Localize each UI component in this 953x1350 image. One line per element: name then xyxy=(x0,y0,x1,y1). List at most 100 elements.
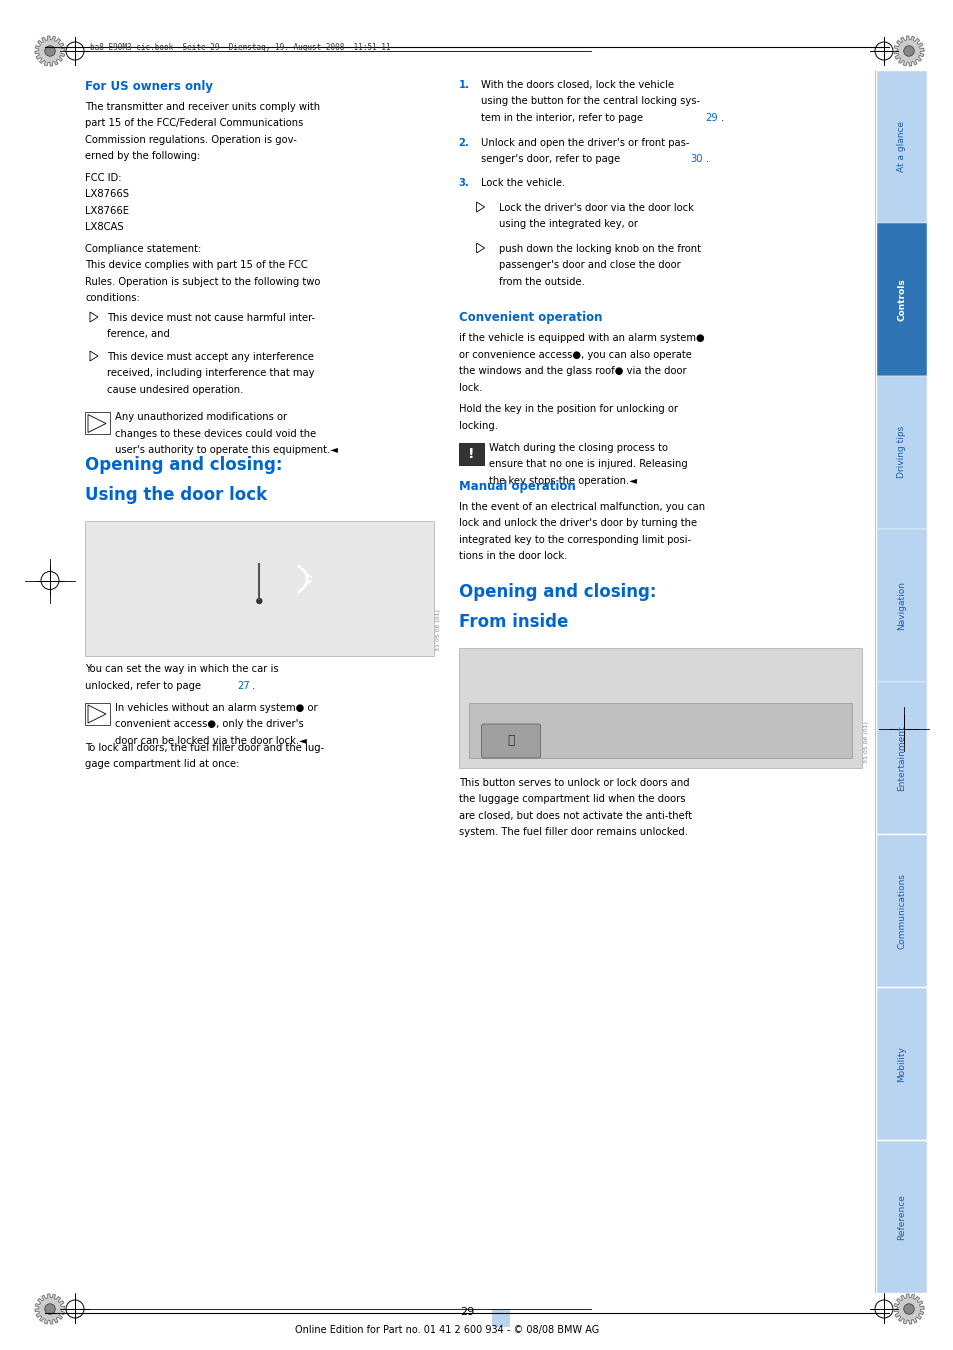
Text: Commission regulations. Operation is gov-: Commission regulations. Operation is gov… xyxy=(85,135,296,144)
Text: .: . xyxy=(705,154,708,163)
Circle shape xyxy=(45,46,55,57)
Text: LX8766S: LX8766S xyxy=(85,189,129,200)
Text: lock.: lock. xyxy=(458,383,481,393)
Bar xyxy=(876,682,926,834)
Bar xyxy=(85,413,110,435)
Text: ference, and: ference, and xyxy=(107,329,170,339)
Text: 2.: 2. xyxy=(458,138,469,147)
Text: or convenience access●, you can also operate: or convenience access●, you can also ope… xyxy=(458,350,691,360)
Text: Controls: Controls xyxy=(897,278,905,321)
Polygon shape xyxy=(35,36,65,66)
Text: conditions:: conditions: xyxy=(85,293,139,304)
Text: Hold the key in the position for unlocking or: Hold the key in the position for unlocki… xyxy=(458,405,677,414)
Text: gage compartment lid at once:: gage compartment lid at once: xyxy=(85,760,239,770)
Text: This device must not cause harmful inter-: This device must not cause harmful inter… xyxy=(107,313,314,323)
Text: ba8_E90M3_cic.book  Seite 29  Dienstag, 19. August 2008  11:51 11: ba8_E90M3_cic.book Seite 29 Dienstag, 19… xyxy=(90,43,390,53)
Text: The transmitter and receiver units comply with: The transmitter and receiver units compl… xyxy=(85,103,320,112)
Text: .: . xyxy=(252,680,255,691)
Text: from the outside.: from the outside. xyxy=(498,277,584,288)
Text: lock and unlock the driver's door by turning the: lock and unlock the driver's door by tur… xyxy=(458,518,696,528)
Text: user's authority to operate this equipment.◄: user's authority to operate this equipme… xyxy=(115,446,337,455)
Text: Driving tips: Driving tips xyxy=(897,427,905,478)
Circle shape xyxy=(256,598,261,603)
Text: Using the door lock: Using the door lock xyxy=(85,486,267,505)
Text: Unlock and open the driver's or front pas-: Unlock and open the driver's or front pa… xyxy=(480,138,688,147)
Text: In vehicles without an alarm system● or: In vehicles without an alarm system● or xyxy=(115,703,317,713)
Text: Lock the driver's door via the door lock: Lock the driver's door via the door lock xyxy=(498,202,693,213)
Text: part 15 of the FCC/Federal Communications: part 15 of the FCC/Federal Communication… xyxy=(85,119,303,128)
FancyBboxPatch shape xyxy=(481,724,540,757)
Text: passenger's door and close the door: passenger's door and close the door xyxy=(498,261,679,270)
Text: Mobility: Mobility xyxy=(897,1046,905,1081)
Text: Opening and closing:: Opening and closing: xyxy=(85,456,282,474)
Text: cause undesired operation.: cause undesired operation. xyxy=(107,385,243,396)
Text: With the doors closed, lock the vehicle: With the doors closed, lock the vehicle xyxy=(480,80,673,90)
Bar xyxy=(468,703,851,757)
Text: To lock all doors, the fuel filler door and the lug-: To lock all doors, the fuel filler door … xyxy=(85,743,324,753)
Text: integrated key to the corresponding limit posi-: integrated key to the corresponding limi… xyxy=(458,535,690,545)
Text: You can set the way in which the car is: You can set the way in which the car is xyxy=(85,664,278,675)
Text: convenient access●, only the driver's: convenient access●, only the driver's xyxy=(115,720,303,729)
Bar xyxy=(458,443,483,464)
Text: erned by the following:: erned by the following: xyxy=(85,151,200,162)
Text: door can be locked via the door lock.◄: door can be locked via the door lock.◄ xyxy=(115,736,307,747)
Text: 3.: 3. xyxy=(458,178,469,189)
Text: At a glance: At a glance xyxy=(897,122,905,171)
Text: Reference: Reference xyxy=(897,1193,905,1239)
Text: Entertainment: Entertainment xyxy=(897,725,905,791)
Circle shape xyxy=(902,1304,913,1315)
Text: using the button for the central locking sys-: using the button for the central locking… xyxy=(480,96,699,107)
Text: Compliance statement:: Compliance statement: xyxy=(85,244,201,254)
Bar xyxy=(876,834,926,987)
Text: 31 05 06 (01): 31 05 06 (01) xyxy=(436,610,440,652)
Text: system. The fuel filler door remains unlocked.: system. The fuel filler door remains unl… xyxy=(458,828,687,837)
Text: ensure that no one is injured. Releasing: ensure that no one is injured. Releasing xyxy=(488,459,687,470)
Text: 27: 27 xyxy=(236,680,250,691)
Text: the luggage compartment lid when the doors: the luggage compartment lid when the doo… xyxy=(458,795,684,805)
Bar xyxy=(876,70,926,223)
Text: Navigation: Navigation xyxy=(897,580,905,629)
Text: 29: 29 xyxy=(705,113,718,123)
Text: FCC ID:: FCC ID: xyxy=(85,173,121,184)
Text: tions in the door lock.: tions in the door lock. xyxy=(458,552,566,562)
Text: !: ! xyxy=(467,447,474,460)
Text: Manual operation: Manual operation xyxy=(458,481,575,493)
Polygon shape xyxy=(893,36,923,66)
Text: the key stops the operation.◄: the key stops the operation.◄ xyxy=(488,477,636,486)
Bar xyxy=(876,377,926,529)
Text: In the event of an electrical malfunction, you can: In the event of an electrical malfunctio… xyxy=(458,502,704,512)
Text: received, including interference that may: received, including interference that ma… xyxy=(107,369,314,378)
Text: Convenient operation: Convenient operation xyxy=(458,312,601,324)
Text: are closed, but does not activate the anti-theft: are closed, but does not activate the an… xyxy=(458,811,691,821)
Polygon shape xyxy=(893,1295,923,1324)
Text: ⚿: ⚿ xyxy=(507,734,515,748)
Text: 1.: 1. xyxy=(458,80,469,90)
Text: Opening and closing:: Opening and closing: xyxy=(458,583,656,601)
Text: This device must accept any interference: This device must accept any interference xyxy=(107,352,314,362)
Text: senger's door, refer to page: senger's door, refer to page xyxy=(480,154,622,163)
Text: Online Edition for Part no. 01 41 2 600 934 - © 08/08 BMW AG: Online Edition for Part no. 01 41 2 600 … xyxy=(294,1324,598,1335)
Text: 29: 29 xyxy=(459,1307,474,1318)
Text: changes to these devices could void the: changes to these devices could void the xyxy=(115,429,315,439)
Text: Rules. Operation is subject to the following two: Rules. Operation is subject to the follo… xyxy=(85,277,320,288)
Bar xyxy=(876,988,926,1141)
Bar xyxy=(458,648,862,768)
Text: locking.: locking. xyxy=(458,421,497,431)
Bar xyxy=(492,1310,510,1327)
Bar xyxy=(876,223,926,375)
Text: Any unauthorized modifications or: Any unauthorized modifications or xyxy=(115,413,287,423)
Text: the windows and the glass roof● via the door: the windows and the glass roof● via the … xyxy=(458,366,685,377)
Text: 30: 30 xyxy=(690,154,702,163)
Text: From inside: From inside xyxy=(458,613,567,630)
Bar xyxy=(85,521,434,656)
Text: Lock the vehicle.: Lock the vehicle. xyxy=(480,178,564,189)
Text: unlocked, refer to page: unlocked, refer to page xyxy=(85,680,204,691)
Text: This device complies with part 15 of the FCC: This device complies with part 15 of the… xyxy=(85,261,308,270)
Text: .: . xyxy=(720,113,723,123)
Circle shape xyxy=(45,1304,55,1315)
Text: 31 05 06 (01): 31 05 06 (01) xyxy=(863,721,868,763)
Text: if the vehicle is equipped with an alarm system●: if the vehicle is equipped with an alarm… xyxy=(458,333,703,343)
Bar xyxy=(85,703,110,725)
Bar xyxy=(876,1141,926,1293)
Text: For US owners only: For US owners only xyxy=(85,80,213,93)
